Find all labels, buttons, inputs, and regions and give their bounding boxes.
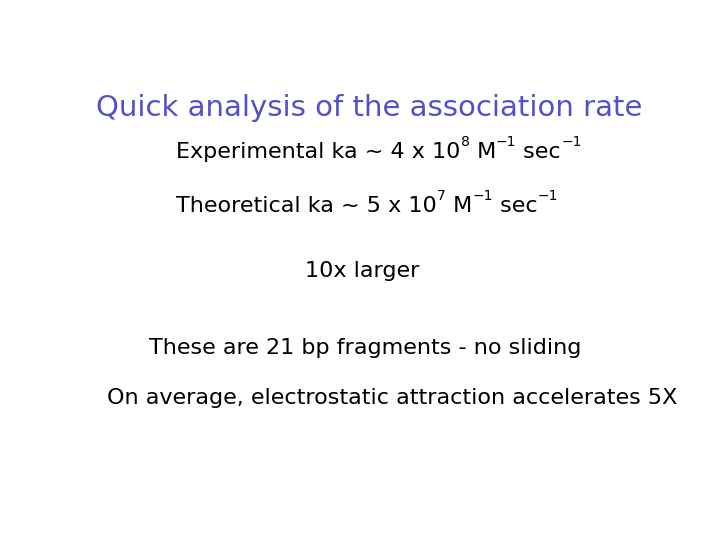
Text: −1: −1 <box>472 189 492 203</box>
Text: sec: sec <box>492 197 537 217</box>
Text: 10x larger: 10x larger <box>305 261 419 281</box>
Text: −1: −1 <box>496 135 516 149</box>
Text: M: M <box>446 197 472 217</box>
Text: sec: sec <box>516 143 561 163</box>
Text: 8: 8 <box>461 135 469 149</box>
Text: These are 21 bp fragments - no sliding: These are 21 bp fragments - no sliding <box>148 338 581 358</box>
Text: Quick analysis of the association rate: Quick analysis of the association rate <box>96 94 642 122</box>
Text: M: M <box>469 143 496 163</box>
Text: 7: 7 <box>437 189 446 203</box>
Text: On average, electrostatic attraction accelerates 5X: On average, electrostatic attraction acc… <box>107 388 677 408</box>
Text: Experimental ka ~ 4 x 10: Experimental ka ~ 4 x 10 <box>176 143 461 163</box>
Text: −1: −1 <box>561 135 582 149</box>
Text: Theoretical ka ~ 5 x 10: Theoretical ka ~ 5 x 10 <box>176 197 437 217</box>
Text: −1: −1 <box>537 189 558 203</box>
